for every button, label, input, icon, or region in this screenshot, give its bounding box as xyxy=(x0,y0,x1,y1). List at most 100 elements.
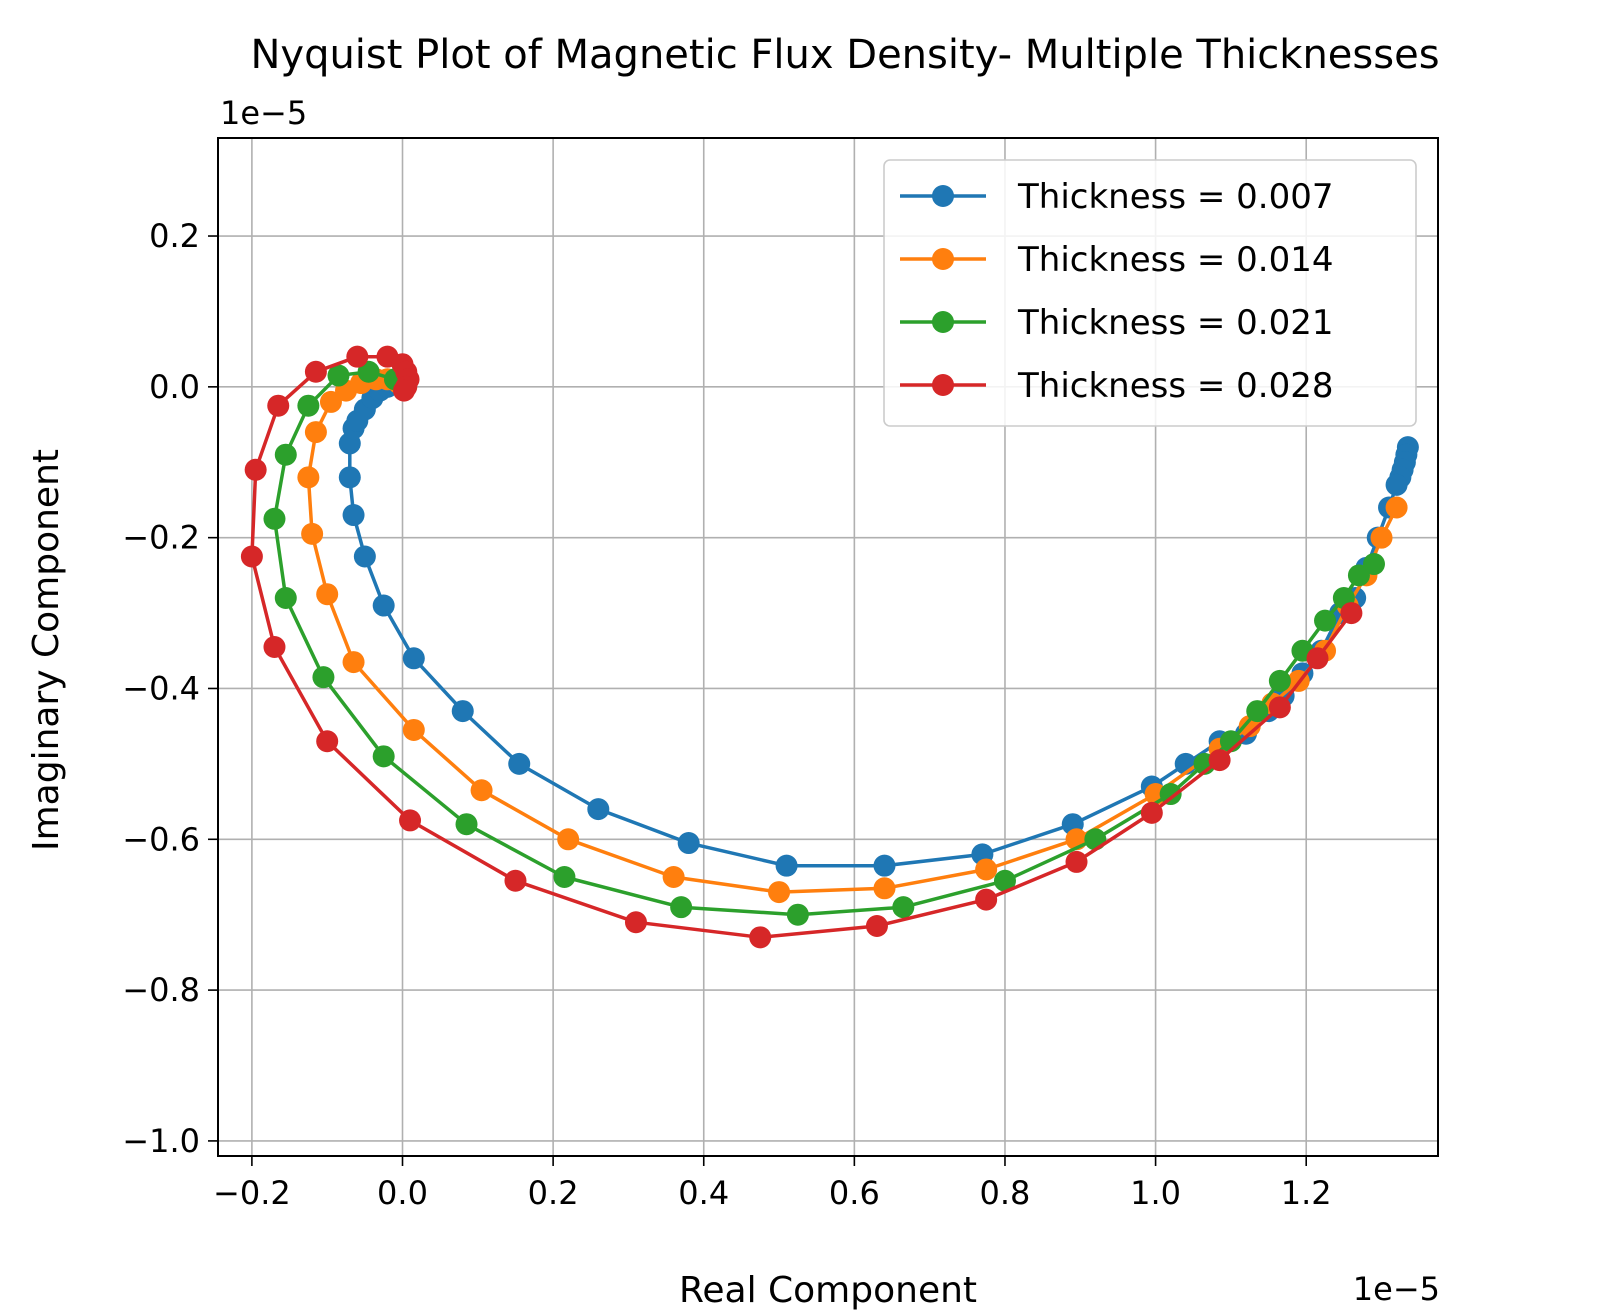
legend-marker xyxy=(932,374,954,396)
legend-entry: Thickness = 0.028 xyxy=(900,366,1333,406)
data-point xyxy=(749,926,772,949)
data-point xyxy=(1140,801,1163,824)
data-point xyxy=(1347,564,1370,587)
x-tick-label: 0.4 xyxy=(678,1174,729,1212)
series-layer xyxy=(240,345,1419,949)
data-point xyxy=(1208,749,1231,772)
series xyxy=(240,345,1363,949)
legend-label: Thickness = 0.014 xyxy=(1017,240,1333,280)
x-tick-label: 0.0 xyxy=(377,1174,428,1212)
series xyxy=(297,368,1408,904)
x-tick-label: 0.6 xyxy=(829,1174,880,1212)
data-point xyxy=(342,651,365,674)
data-point xyxy=(244,458,267,481)
data-point xyxy=(670,896,693,919)
data-point xyxy=(263,636,286,658)
data-point xyxy=(346,345,369,368)
x-tick-label: 1.2 xyxy=(1281,1174,1332,1212)
y-tick-label: −0.8 xyxy=(122,971,200,1009)
legend-entry: Thickness = 0.014 xyxy=(900,240,1333,280)
series-line xyxy=(348,381,1410,868)
data-point xyxy=(353,545,376,568)
y-tick-label: −0.2 xyxy=(122,519,200,557)
data-point xyxy=(553,865,576,888)
data-point xyxy=(304,360,327,383)
data-point xyxy=(892,896,915,919)
data-point xyxy=(263,507,286,530)
data-point xyxy=(587,798,610,821)
data-point xyxy=(557,828,580,851)
data-point xyxy=(399,809,422,832)
data-point xyxy=(1370,526,1393,549)
data-point xyxy=(624,911,647,934)
chart-title: Nyquist Plot of Magnetic Flux Density- M… xyxy=(250,32,1439,78)
data-point xyxy=(508,752,531,775)
data-point xyxy=(316,583,339,606)
y-offset-text: 1e−5 xyxy=(220,94,307,132)
legend-label: Thickness = 0.021 xyxy=(1017,303,1333,343)
data-point xyxy=(1084,828,1107,851)
data-point xyxy=(274,443,297,466)
x-tick-label: 0.8 xyxy=(980,1174,1031,1212)
y-tick-label: −0.6 xyxy=(122,820,200,858)
data-point xyxy=(975,858,998,881)
data-point xyxy=(677,832,700,855)
data-point xyxy=(1385,473,1408,496)
y-tick-label: −0.4 xyxy=(122,669,200,707)
data-point xyxy=(865,915,888,938)
legend-marker xyxy=(932,248,954,270)
legend-marker xyxy=(932,311,954,333)
x-tick-label: 0.2 xyxy=(528,1174,579,1212)
data-point xyxy=(470,779,493,802)
data-point xyxy=(402,718,425,741)
axis-ticks: −0.2 0.0 0.2 0.4 0.6 0.8 1.0 1.2 0.2 0.0 −0.2 −0.4 −… xyxy=(122,217,1331,1212)
data-point xyxy=(504,869,527,892)
y-tick-label: −1.0 xyxy=(122,1122,200,1160)
data-point xyxy=(402,647,425,670)
data-point xyxy=(451,700,474,723)
data-point xyxy=(975,888,998,911)
data-point xyxy=(873,877,896,900)
data-point xyxy=(1065,850,1088,873)
data-point xyxy=(1362,553,1385,576)
data-point xyxy=(768,881,791,904)
legend: Thickness = 0.007 Thickness = 0.014 Thickn… xyxy=(883,159,1417,427)
data-point xyxy=(775,854,798,877)
data-point xyxy=(357,360,380,383)
data-point xyxy=(301,522,324,545)
data-point xyxy=(786,903,809,926)
data-point xyxy=(372,594,395,617)
plot-frame xyxy=(217,137,1439,1157)
data-point xyxy=(393,379,416,402)
data-point xyxy=(1246,700,1269,723)
data-point xyxy=(274,586,297,609)
data-point xyxy=(1340,602,1363,625)
data-point xyxy=(993,869,1016,892)
data-point xyxy=(662,865,685,888)
data-point xyxy=(297,466,320,489)
data-point xyxy=(297,394,320,417)
x-tick-label: 1.0 xyxy=(1130,1174,1181,1212)
y-tick-label: 0.0 xyxy=(149,368,200,406)
series xyxy=(263,360,1385,926)
x-tick-label: −0.2 xyxy=(213,1174,291,1212)
data-point xyxy=(372,745,395,768)
data-point xyxy=(1314,609,1337,632)
data-point xyxy=(1385,496,1408,519)
data-point xyxy=(455,813,478,836)
series-line xyxy=(272,370,1376,917)
data-point xyxy=(873,854,896,877)
data-point xyxy=(267,394,290,417)
series-line xyxy=(250,354,1353,940)
y-tick-label: 0.2 xyxy=(149,217,200,255)
data-point xyxy=(319,390,342,413)
legend-box xyxy=(883,159,1417,427)
data-point xyxy=(240,545,263,568)
data-point xyxy=(1159,783,1182,806)
data-point xyxy=(1268,669,1291,692)
data-point xyxy=(338,466,361,489)
data-point xyxy=(1268,696,1291,719)
data-point xyxy=(327,364,350,387)
x-axis-label: Real Component xyxy=(679,1270,977,1310)
